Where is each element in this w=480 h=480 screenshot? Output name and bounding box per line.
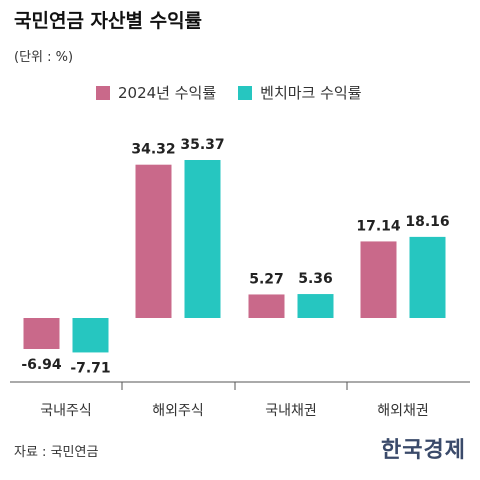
category-label-3: 국내채권	[265, 403, 317, 419]
chart-title: 국민연금 자산별 수익률	[14, 10, 203, 32]
legend-swatch-2024	[96, 85, 110, 100]
legend-item-benchmark: 벤치마크 수익률	[238, 82, 362, 103]
bar-2024-2	[135, 164, 172, 318]
data-label-benchmark-4: 18.16	[405, 214, 449, 230]
category-label-1: 국내주식	[40, 403, 92, 419]
data-label-benchmark-3: 5.36	[298, 271, 333, 287]
data-label-2024-4: 17.14	[356, 218, 401, 234]
data-label-2024-3: 5.27	[249, 271, 284, 287]
brand-logo: 한국경제	[381, 437, 466, 463]
data-label-2024-2: 34.32	[131, 142, 175, 158]
data-label-benchmark-2: 35.37	[180, 137, 224, 153]
data-label-benchmark-1: -7.71	[70, 360, 110, 376]
category-label-2: 해외주식	[152, 403, 204, 419]
bar-2024-4	[360, 241, 397, 318]
legend-item-2024: 2024년 수익률	[96, 82, 216, 103]
legend-label-2024: 2024년 수익률	[118, 84, 217, 102]
category-label-4: 해외채권	[377, 403, 429, 419]
bar-benchmark-3	[297, 294, 334, 318]
bar-2024-3	[248, 294, 285, 318]
source-note: 자료 : 국민연금	[14, 445, 99, 460]
data-label-2024-1: -6.94	[21, 357, 62, 373]
legend: 2024년 수익률 벤치마크 수익률	[96, 82, 384, 103]
bar-benchmark-1	[72, 318, 109, 353]
bar-2024-1	[23, 318, 60, 350]
legend-swatch-benchmark	[238, 85, 253, 100]
legend-label-benchmark: 벤치마크 수익률	[260, 84, 362, 102]
unit-label: (단위 : %)	[14, 50, 74, 65]
bar-benchmark-2	[184, 160, 221, 318]
bar-benchmark-4	[409, 236, 446, 318]
